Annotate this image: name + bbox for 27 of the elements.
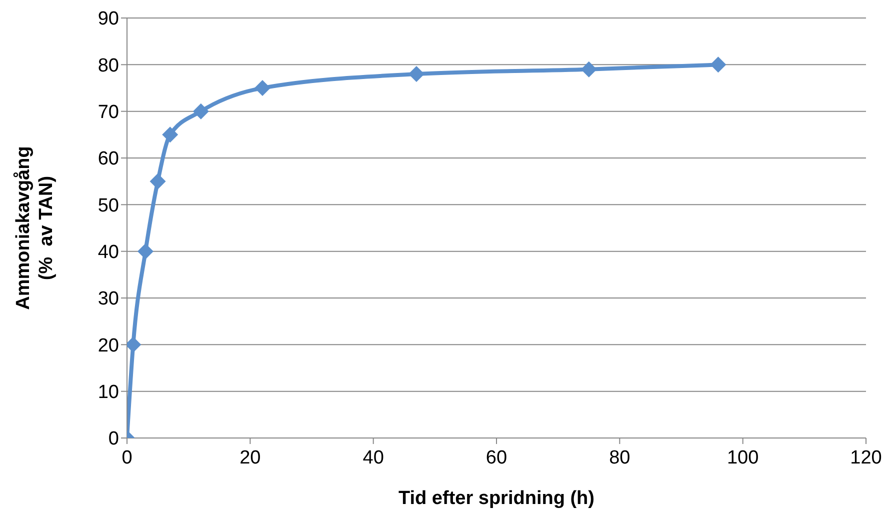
point [137, 243, 154, 260]
y-tick-label: 70 [98, 102, 119, 124]
point [192, 103, 209, 120]
y-tick-label: 10 [98, 382, 119, 404]
y-tick-label: 90 [98, 8, 119, 30]
x-tick-label: 40 [362, 447, 384, 468]
x-axis-title: Tid efter spridning (h) [398, 488, 594, 509]
y-tick-label: 0 [108, 428, 119, 450]
x-tick-label: 100 [726, 447, 759, 468]
point [254, 80, 270, 96]
x-tick-label: 60 [486, 447, 508, 468]
y-tick-label: 60 [98, 148, 119, 170]
y-tick-label: 50 [98, 195, 119, 216]
x-tick-label: 0 [122, 447, 132, 468]
point [150, 173, 166, 190]
y-tick-label: 40 [98, 242, 119, 264]
x-tick-label: 120 [850, 447, 882, 468]
point [162, 126, 178, 143]
y-axis-title: Ammoniakavgång (% av TAN) [13, 146, 57, 310]
y-tick-label: 20 [98, 335, 119, 356]
point [408, 66, 424, 82]
x-tick-label: 80 [609, 447, 630, 468]
point [710, 56, 726, 73]
y-tick-label: 30 [98, 288, 119, 310]
x-tick-label: 20 [240, 447, 261, 468]
y-tick-label: 80 [98, 55, 119, 76]
point [580, 61, 597, 78]
